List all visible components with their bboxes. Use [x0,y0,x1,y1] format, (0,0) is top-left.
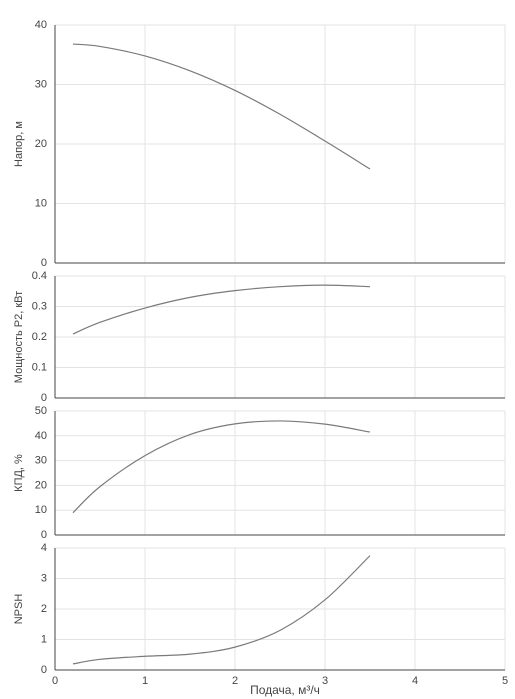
panel-3-y-tick-label: 0 [41,529,47,541]
panel-2-y-tick-label: 0.4 [32,270,47,282]
panel-4-x-tick-label: 2 [232,675,238,687]
panel-4-x-tick-label: 1 [142,675,148,687]
panel-2-y-tick-label: 0 [41,392,47,404]
panel-2-y-tick-label: 0.2 [32,331,47,343]
panel-3-series-line [72,420,371,514]
panel-3-y-tick-label: 40 [35,430,47,442]
panel-1-series-line [72,43,371,170]
panel-3-y-axis-label: КПД, % [13,454,25,492]
panel-2-series-line [72,284,371,335]
panel-3-y-tick-label: 50 [35,405,47,417]
panel-4-y-tick-label: 3 [41,573,47,585]
panel-4-x-tick-label: 4 [412,675,418,687]
panel-4-x-tick-label: 3 [322,675,328,687]
panel-1-y-tick-label: 0 [41,257,47,269]
panel-4-x-tick-label: 5 [502,675,508,687]
panel-3-y-tick-label: 20 [35,479,47,491]
panel-4-x-tick-label: 0 [52,675,58,687]
panel-1-y-tick-label: 10 [35,198,47,210]
panel-2-y-axis-label: Мощность P2, кВт [13,291,25,383]
panel-1-y-tick-label: 30 [35,79,47,91]
panel-4-y-tick-label: 0 [41,664,47,676]
panel-1-y-axis-label: Напор, м [13,121,25,167]
panel-2-y-tick-label: 0.3 [32,301,47,313]
panel-4-series-line [72,555,371,665]
panel-3-y-tick-label: 10 [35,504,47,516]
panel-1-y-tick-label: 40 [35,19,47,31]
panel-4-y-tick-label: 2 [41,603,47,615]
panel-4-y-tick-label: 4 [41,542,47,554]
panel-1-y-tick-label: 20 [35,138,47,150]
panel-4-x-axis-label: Подача, м³/ч [250,683,320,697]
panel-4-y-axis-label: NPSH [13,594,25,625]
panel-2-y-tick-label: 0.1 [32,362,47,374]
panel-4-y-tick-label: 1 [41,634,47,646]
panel-3-y-tick-label: 30 [35,455,47,467]
